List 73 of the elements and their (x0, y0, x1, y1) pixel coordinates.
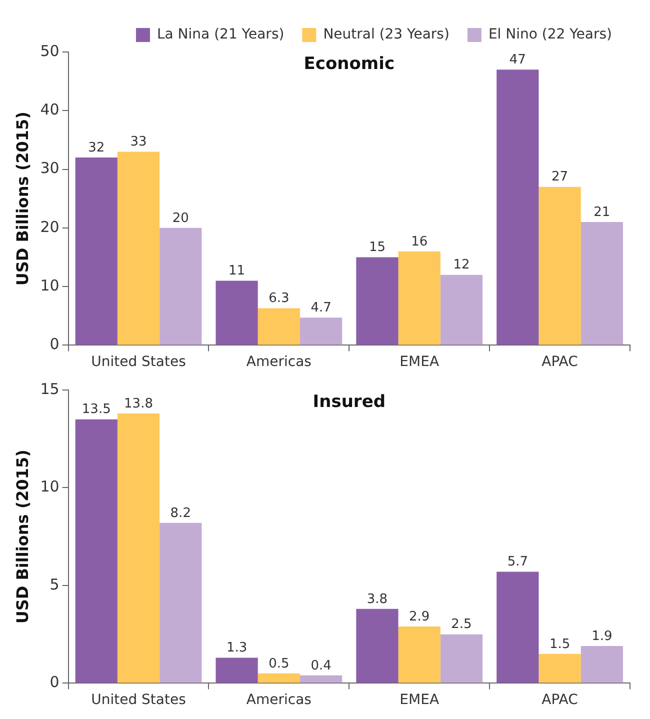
bar (258, 673, 300, 683)
y-tick-label: 15 (40, 380, 60, 398)
legend-label: El Nino (22 Years) (488, 26, 612, 43)
data-label: 4.7 (310, 300, 332, 316)
data-label: 1.5 (549, 636, 570, 652)
chart-title: Economic (304, 54, 395, 74)
data-label: 3.8 (366, 592, 388, 607)
y-tick-label: 30 (40, 159, 60, 178)
bar (300, 675, 342, 683)
x-tick-label: APAC (542, 354, 578, 370)
data-label: 6.3 (268, 291, 290, 306)
bar (440, 274, 483, 345)
bar (216, 280, 258, 345)
x-tick-label: EMEA (400, 354, 440, 370)
legend-label: La Nina (21 Years) (156, 26, 284, 43)
data-label: 2.5 (451, 617, 472, 632)
x-tick-label: United States (91, 692, 186, 708)
data-label: 15 (368, 240, 386, 256)
data-label: 47 (509, 52, 526, 68)
data-label: 5.7 (507, 554, 528, 570)
y-tick-label: 5 (50, 575, 60, 594)
data-label: 11 (228, 264, 246, 279)
bar (496, 572, 539, 683)
y-tick-label: 10 (40, 478, 60, 496)
legend-label: Neutral (23 Years) (323, 26, 450, 43)
data-label: 8.2 (170, 506, 191, 521)
data-label: 2.9 (409, 609, 430, 624)
data-label: 16 (411, 234, 428, 250)
x-tick-label: Americas (246, 354, 312, 370)
y-tick-label: 10 (40, 276, 60, 294)
data-label: 13.8 (124, 396, 153, 412)
bar (356, 257, 398, 345)
y-tick-label: 0 (50, 673, 60, 692)
bar (538, 186, 581, 345)
bar (117, 413, 160, 683)
data-label: 32 (88, 140, 105, 156)
y-axis-title: USD Billions (2015) (12, 112, 32, 286)
bar (496, 70, 539, 345)
bar (216, 658, 258, 683)
y-tick-label: 0 (50, 335, 60, 354)
bar (75, 158, 118, 345)
bar (75, 419, 118, 683)
y-axis-title: USD Billions (2015) (12, 450, 32, 624)
x-tick-label: EMEA (400, 692, 440, 708)
bar (398, 626, 440, 683)
x-tick-label: APAC (542, 692, 578, 708)
bar (440, 634, 483, 683)
bar (356, 608, 398, 683)
bar (160, 228, 202, 345)
bar (258, 308, 300, 345)
bar (580, 646, 623, 683)
data-label: 21 (594, 204, 610, 220)
chart-title: Insured (312, 392, 386, 412)
data-label: 33 (130, 134, 147, 150)
data-label: 13.5 (82, 402, 111, 418)
y-tick-label: 40 (40, 100, 60, 119)
data-label: 1.9 (592, 628, 612, 644)
x-tick-label: Americas (246, 692, 312, 708)
data-label: 12 (453, 258, 470, 273)
y-tick-label: 50 (40, 42, 60, 60)
data-label: 0.4 (310, 658, 332, 674)
bar (160, 522, 202, 683)
bar (538, 654, 581, 683)
x-tick-label: United States (91, 354, 186, 370)
y-tick-label: 20 (40, 218, 60, 236)
bar (580, 222, 623, 345)
data-label: 0.5 (268, 656, 290, 672)
bar (117, 152, 160, 345)
data-label: 1.3 (226, 640, 248, 656)
data-label: 20 (172, 210, 189, 226)
bar (398, 251, 440, 345)
bar (300, 318, 342, 345)
data-label: 27 (552, 170, 568, 185)
